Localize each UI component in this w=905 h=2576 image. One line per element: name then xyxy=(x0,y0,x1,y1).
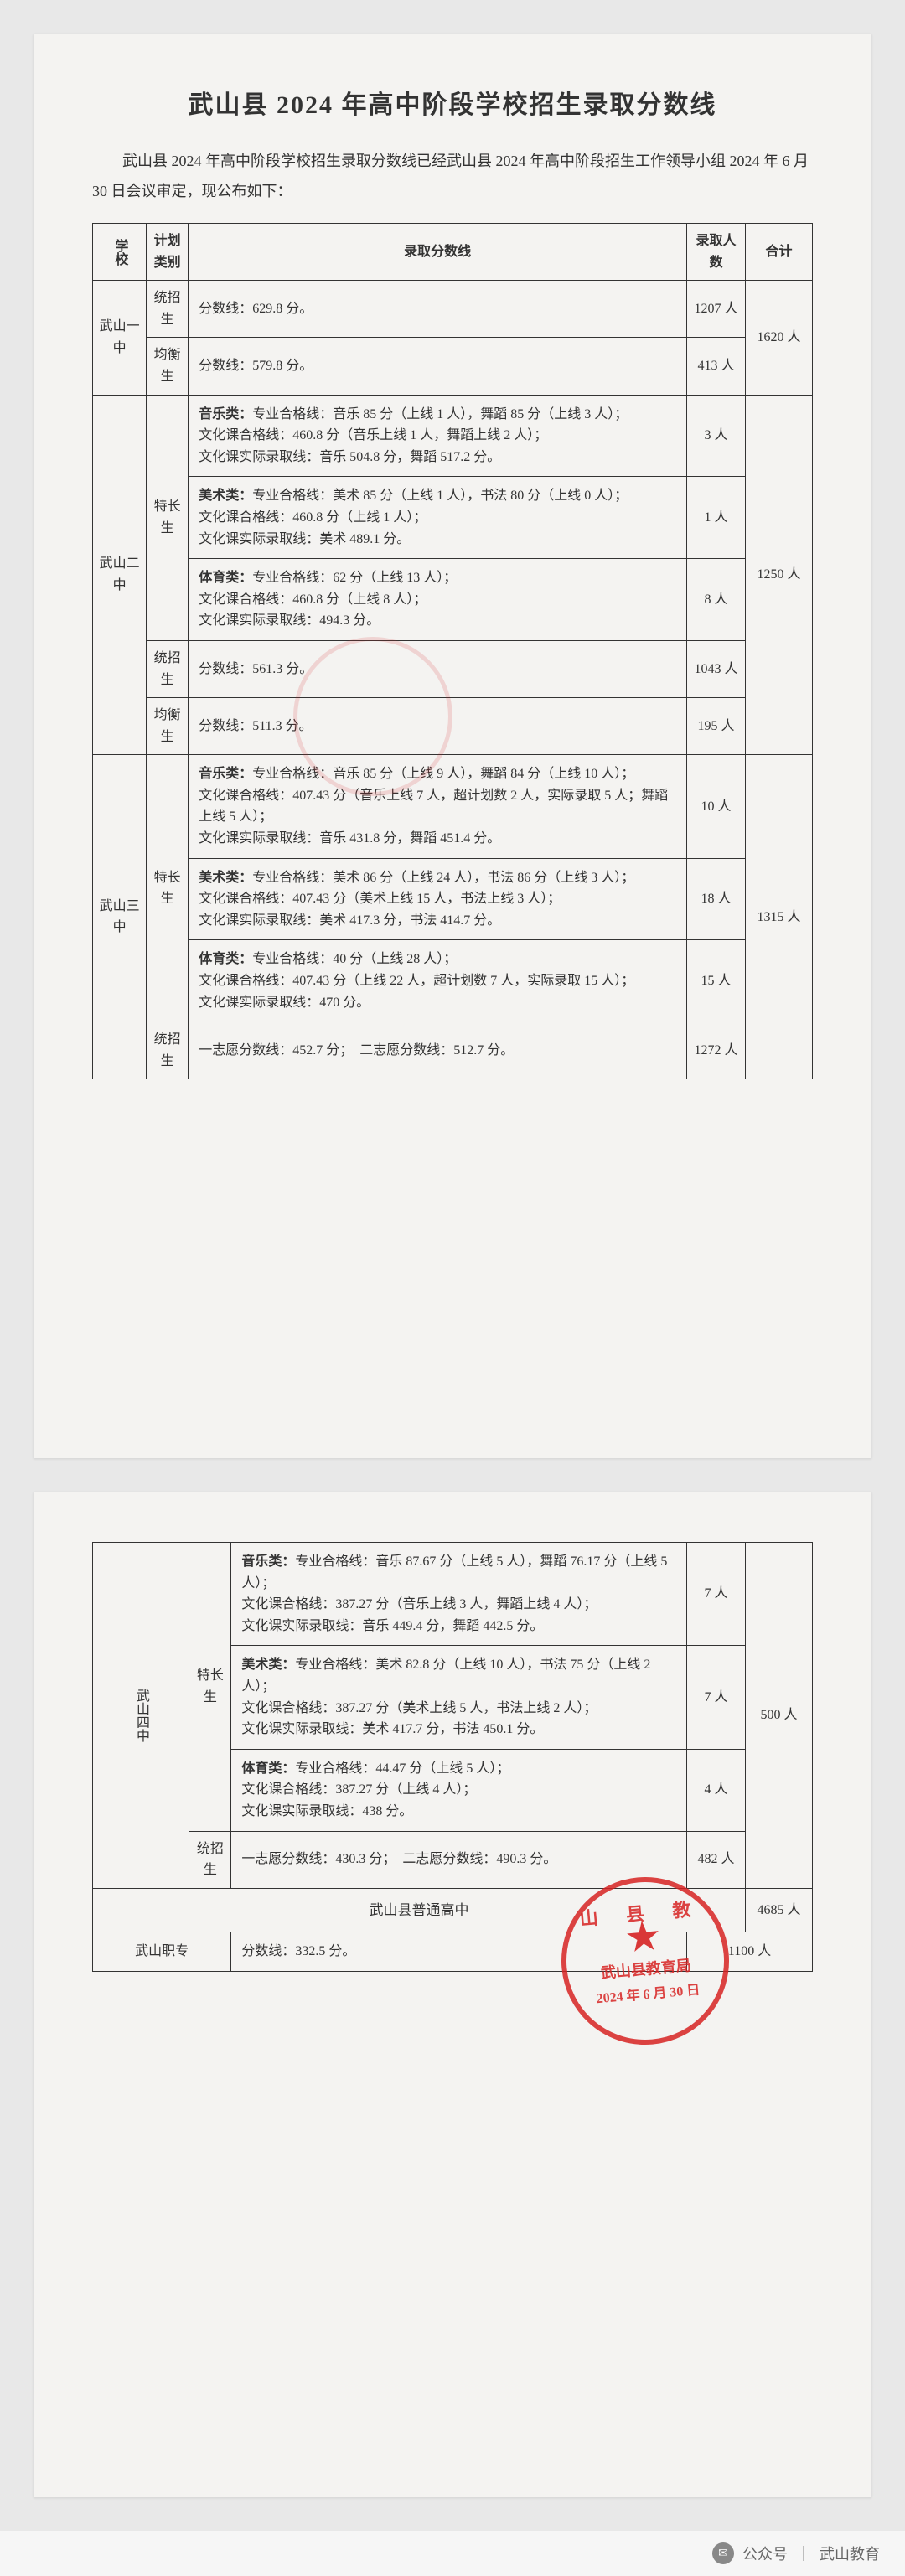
detail-cell: 一志愿分数线：452.7 分； 二志愿分数线：512.7 分。 xyxy=(189,1022,687,1079)
plan-cell: 均衡生 xyxy=(147,338,189,395)
detail-text: 专业合格线：美术 85 分（上线 1 人），书法 80 分（上线 0 人）； 文… xyxy=(199,489,628,546)
count-cell: 482 人 xyxy=(687,1831,746,1888)
category-label: 美术类： xyxy=(199,489,252,503)
stamp-org: 武山县教育局 xyxy=(600,1953,692,1983)
footer-account-name: 武山教育 xyxy=(820,2542,880,2564)
detail-cell: 分数线：629.8 分。 xyxy=(189,281,687,338)
table-row: 体育类：专业合格线：40 分（上线 28 人）； 文化课合格线：407.43 分… xyxy=(93,940,813,1022)
detail-cell: 音乐类：专业合格线：音乐 85 分（上线 1 人），舞蹈 85 分（上线 3 人… xyxy=(189,395,687,477)
plan-cell: 特长生 xyxy=(189,1543,231,1832)
count-cell: 195 人 xyxy=(687,698,746,755)
count-cell: 10 人 xyxy=(687,755,746,858)
category-label: 美术类： xyxy=(199,871,252,885)
plan-cell: 统招生 xyxy=(147,1022,189,1079)
count-cell: 8 人 xyxy=(687,559,746,641)
count-cell: 1272 人 xyxy=(687,1022,746,1079)
plan-cell: 特长生 xyxy=(147,395,189,640)
school-name-cell: 武山三中 xyxy=(93,755,147,1079)
category-label: 体育类： xyxy=(199,952,252,966)
table-row: 统招生 分数线：561.3 分。 1043 人 xyxy=(93,640,813,697)
table-row: 美术类：专业合格线：美术 85 分（上线 1 人），书法 80 分（上线 0 人… xyxy=(93,477,813,559)
table-row: 均衡生 分数线：579.8 分。 413 人 xyxy=(93,338,813,395)
admission-table-1: 学校 计划类别 录取分数线 录取人数 合计 武山一中 统招生 分数线：629.8… xyxy=(92,223,813,1079)
plan-cell: 统招生 xyxy=(147,281,189,338)
wechat-icon: ✉ xyxy=(712,2542,734,2564)
category-label: 体育类： xyxy=(241,1761,295,1776)
detail-text: 专业合格线：音乐 87.67 分（上线 5 人），舞蹈 76.17 分（上线 5… xyxy=(241,1554,667,1633)
table-row: 美术类：专业合格线：美术 86 分（上线 24 人），书法 86 分（上线 3 … xyxy=(93,858,813,940)
detail-cell: 音乐类：专业合格线：音乐 87.67 分（上线 5 人），舞蹈 76.17 分（… xyxy=(231,1543,687,1646)
category-label: 音乐类： xyxy=(199,407,252,422)
count-cell: 1207 人 xyxy=(687,281,746,338)
document-page-1: 武山县 2024 年高中阶段学校招生录取分数线 武山县 2024 年高中阶段学校… xyxy=(34,34,871,1458)
table-row: 统招生 一志愿分数线：452.7 分； 二志愿分数线：512.7 分。 1272… xyxy=(93,1022,813,1079)
document-page-2: 武山四中 特长生 音乐类：专业合格线：音乐 87.67 分（上线 5 人），舞蹈… xyxy=(34,1492,871,2497)
table-row: 均衡生 分数线：511.3 分。 195 人 xyxy=(93,698,813,755)
category-label: 美术类： xyxy=(241,1658,295,1672)
category-label: 音乐类： xyxy=(199,767,252,781)
summary-total: 4685 人 xyxy=(746,1888,813,1932)
stamp-arc-text: 山 县 教 xyxy=(578,1894,703,1932)
header-score: 录取分数线 xyxy=(189,224,687,281)
detail-cell: 体育类：专业合格线：40 分（上线 28 人）； 文化课合格线：407.43 分… xyxy=(189,940,687,1022)
detail-text: 专业合格线：美术 86 分（上线 24 人），书法 86 分（上线 3 人）； … xyxy=(199,871,634,928)
table-row: 武山二中 特长生 音乐类：专业合格线：音乐 85 分（上线 1 人），舞蹈 85… xyxy=(93,395,813,477)
table-row: 体育类：专业合格线：62 分（上线 13 人）； 文化课合格线：460.8 分（… xyxy=(93,559,813,641)
count-cell: 7 人 xyxy=(687,1646,746,1749)
detail-cell: 分数线：579.8 分。 xyxy=(189,338,687,395)
detail-cell: 分数线：511.3 分。 xyxy=(189,698,687,755)
table-row: 武山四中 特长生 音乐类：专业合格线：音乐 87.67 分（上线 5 人），舞蹈… xyxy=(93,1543,813,1646)
count-cell: 4 人 xyxy=(687,1749,746,1831)
detail-text: 专业合格线：40 分（上线 28 人）； 文化课合格线：407.43 分（上线 … xyxy=(199,952,634,1009)
plan-cell: 特长生 xyxy=(147,755,189,1022)
count-cell: 1043 人 xyxy=(687,640,746,697)
detail-cell: 美术类：专业合格线：美术 86 分（上线 24 人），书法 86 分（上线 3 … xyxy=(189,858,687,940)
footer-prefix: 公众号 xyxy=(742,2542,788,2564)
count-cell: 1 人 xyxy=(687,477,746,559)
header-plan: 计划类别 xyxy=(147,224,189,281)
total-cell: 500 人 xyxy=(746,1543,813,1889)
plan-cell: 均衡生 xyxy=(147,698,189,755)
total-cell: 1250 人 xyxy=(746,395,813,755)
header-school: 学校 xyxy=(93,224,147,281)
detail-text: 专业合格线：音乐 85 分（上线 1 人），舞蹈 85 分（上线 3 人）； 文… xyxy=(199,407,628,464)
detail-cell: 一志愿分数线：430.3 分； 二志愿分数线：490.3 分。 xyxy=(231,1831,687,1888)
table-row: 统招生 一志愿分数线：430.3 分； 二志愿分数线：490.3 分。 482 … xyxy=(93,1831,813,1888)
category-label: 音乐类： xyxy=(241,1554,295,1569)
school-name-cell: 武山二中 xyxy=(93,395,147,755)
count-cell: 18 人 xyxy=(687,858,746,940)
footer-bar: ✉ 公众号 ｜ 武山教育 xyxy=(0,2531,905,2576)
plan-cell: 统招生 xyxy=(147,640,189,697)
plan-cell: 统招生 xyxy=(189,1831,231,1888)
category-label: 体育类： xyxy=(199,571,252,585)
detail-text: 专业合格线：音乐 85 分（上线 9 人），舞蹈 84 分（上线 10 人）； … xyxy=(199,767,668,846)
count-cell: 413 人 xyxy=(687,338,746,395)
header-total: 合计 xyxy=(746,224,813,281)
stamp-date: 2024 年 6 月 30 日 xyxy=(595,1978,701,2007)
count-cell: 15 人 xyxy=(687,940,746,1022)
count-cell: 3 人 xyxy=(687,395,746,477)
detail-cell: 音乐类：专业合格线：音乐 85 分（上线 9 人），舞蹈 84 分（上线 10 … xyxy=(189,755,687,858)
table-header-row: 学校 计划类别 录取分数线 录取人数 合计 xyxy=(93,224,813,281)
detail-cell: 体育类：专业合格线：44.47 分（上线 5 人）； 文化课合格线：387.27… xyxy=(231,1749,687,1831)
total-cell: 1315 人 xyxy=(746,755,813,1079)
table-row: 武山三中 特长生 音乐类：专业合格线：音乐 85 分（上线 9 人），舞蹈 84… xyxy=(93,755,813,858)
table-row: 武山一中 统招生 分数线：629.8 分。 1207 人 1620 人 xyxy=(93,281,813,338)
school-name-cell: 武山职专 xyxy=(93,1932,231,1971)
footer-separator: ｜ xyxy=(796,2542,811,2564)
detail-cell: 分数线：561.3 分。 xyxy=(189,640,687,697)
document-title: 武山县 2024 年高中阶段学校招生录取分数线 xyxy=(92,84,813,121)
header-count: 录取人数 xyxy=(687,224,746,281)
total-cell: 1620 人 xyxy=(746,281,813,395)
detail-text: 专业合格线：美术 82.8 分（上线 10 人），书法 75 分（上线 2 人）… xyxy=(241,1658,650,1736)
document-intro: 武山县 2024 年高中阶段学校招生录取分数线已经武山县 2024 年高中阶段招… xyxy=(92,146,813,206)
detail-cell: 体育类：专业合格线：62 分（上线 13 人）； 文化课合格线：460.8 分（… xyxy=(189,559,687,641)
school-name-cell: 武山一中 xyxy=(93,281,147,395)
count-cell: 7 人 xyxy=(687,1543,746,1646)
detail-cell: 美术类：专业合格线：美术 85 分（上线 1 人），书法 80 分（上线 0 人… xyxy=(189,477,687,559)
detail-cell: 美术类：专业合格线：美术 82.8 分（上线 10 人），书法 75 分（上线 … xyxy=(231,1646,687,1749)
school-name-cell: 武山四中 xyxy=(93,1543,189,1889)
